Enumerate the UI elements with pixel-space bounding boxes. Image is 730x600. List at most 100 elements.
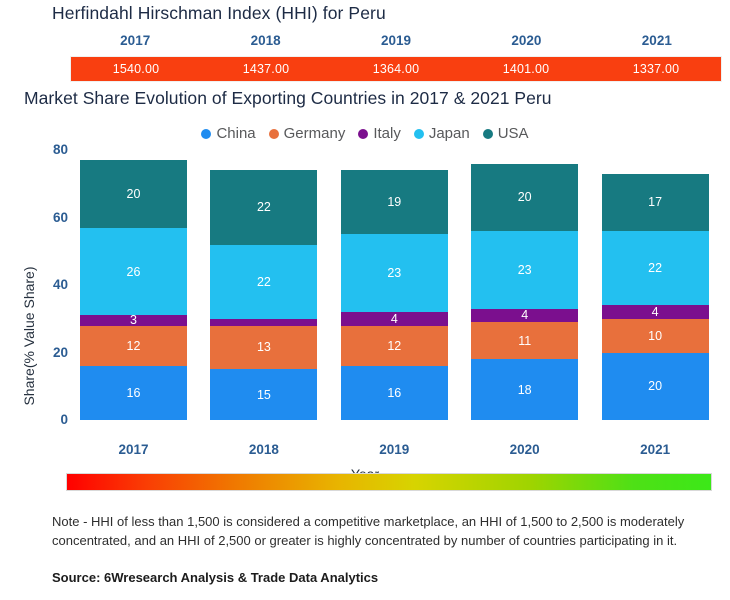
- bar-column-2021[interactable]: 20 10 4 22 17: [601, 173, 709, 420]
- bar-segment-label: 11: [518, 333, 532, 348]
- bar-segment-label: 20: [517, 190, 532, 205]
- bar-segment-germany[interactable]: 10: [601, 318, 709, 353]
- bar-segment-usa[interactable]: 22: [210, 170, 318, 245]
- x-axis-tick-label: 2017: [118, 442, 149, 457]
- bar-segment-label: 4: [521, 308, 529, 323]
- bar-segment-label: 12: [126, 338, 141, 353]
- legend-item-japan[interactable]: Japan: [413, 125, 470, 142]
- bar-segment-label: 20: [126, 186, 141, 201]
- bar-segment-label: 12: [387, 338, 402, 353]
- legend-marker-icon: [482, 128, 493, 139]
- x-axis-tick-label: 2021: [640, 442, 671, 457]
- bar-segment-usa[interactable]: 20: [80, 160, 187, 228]
- bar-segment-label: 13: [256, 340, 271, 355]
- bar-segment-label: 15: [256, 387, 271, 402]
- y-axis-tick-label: 60: [52, 209, 68, 225]
- bar-segment-japan[interactable]: 23: [340, 234, 448, 312]
- bar-segment-china[interactable]: 16: [80, 366, 187, 420]
- bar-segment-china[interactable]: 18: [471, 359, 579, 420]
- bar-segment-japan[interactable]: 22: [210, 244, 318, 319]
- legend-label: China: [216, 125, 256, 142]
- bar-segment-italy[interactable]: 3: [80, 315, 187, 326]
- hhi-value: 1401.00: [502, 62, 550, 76]
- bar-segment-germany[interactable]: 12: [340, 325, 448, 366]
- hhi-value-bar: 1540.00 1437.00 1364.00 1401.00 1337.00: [70, 56, 722, 82]
- hhi-title: Herfindahl Hirschman Index (HHI) for Per…: [52, 3, 386, 23]
- legend-marker-icon: [268, 128, 279, 139]
- x-axis-tick-label: 2019: [379, 442, 410, 457]
- x-axis-tick-label: 2018: [248, 442, 279, 457]
- bar-segment-china[interactable]: 16: [340, 366, 448, 420]
- y-axis-tick-label: 80: [52, 142, 68, 157]
- bar-segment-label: 20: [648, 379, 663, 394]
- legend-marker-icon: [201, 128, 212, 139]
- bar-segment-germany[interactable]: 12: [80, 325, 187, 366]
- bar-segment-china[interactable]: 20: [601, 352, 709, 420]
- bar-column-2018[interactable]: 15 13 22 22: [210, 170, 318, 420]
- bar-segment-label: 10: [648, 328, 663, 343]
- hhi-year-label: 2019: [380, 33, 412, 48]
- hhi-value: 1540.00: [112, 62, 160, 76]
- x-axis-tick-label: 2020: [509, 442, 540, 457]
- footer-note: Note - HHI of less than 1,500 is conside…: [52, 514, 685, 548]
- concentration-gradient-bar: [66, 473, 712, 491]
- chart-title: Market Share Evolution of Exporting Coun…: [24, 88, 552, 108]
- legend-label: Japan: [428, 125, 470, 142]
- legend-item-italy[interactable]: Italy: [358, 126, 401, 141]
- bar-column-2020[interactable]: 18 11 4 23 20: [471, 163, 579, 420]
- bar-column-2017[interactable]: 16 12 3 26 20: [80, 160, 187, 420]
- legend-item-germany[interactable]: Germany: [268, 125, 346, 142]
- y-axis-tick-label: 0: [60, 412, 68, 427]
- bar-segment-usa[interactable]: 20: [471, 163, 579, 231]
- bar-segment-germany[interactable]: 13: [210, 325, 318, 370]
- legend-item-china[interactable]: China: [201, 125, 256, 142]
- bar-segment-label: 3: [130, 315, 137, 326]
- chart-legend: China Germany Italy Japan USA: [0, 126, 730, 141]
- bar-segment-china[interactable]: 15: [210, 369, 318, 420]
- bar-segment-usa[interactable]: 19: [340, 170, 448, 235]
- bar-segment-label: 22: [648, 261, 663, 276]
- bar-segment-usa[interactable]: 17: [601, 173, 709, 231]
- legend-item-usa[interactable]: USA: [482, 125, 529, 142]
- hhi-year-label: 2017: [120, 33, 151, 48]
- bar-segment-label: 23: [387, 266, 402, 281]
- legend-label: Italy: [373, 125, 401, 142]
- bar-segment-japan[interactable]: 23: [471, 231, 579, 309]
- hhi-value: 1437.00: [242, 62, 290, 76]
- bar-segment-germany[interactable]: 11: [471, 322, 579, 360]
- bar-segment-label: 22: [256, 274, 271, 289]
- bar-segment-japan[interactable]: 26: [80, 227, 187, 316]
- chart-plot-wrapper: Share(% Value Share) 0 20 40 60 80 16 12 3 26 20…: [0, 142, 730, 482]
- bar-segment-label: 19: [387, 195, 402, 210]
- bar-segment-italy[interactable]: 4: [340, 312, 448, 326]
- hhi-year-label: 2018: [250, 33, 281, 48]
- bar-column-2019[interactable]: 16 12 4 23 19: [340, 170, 448, 420]
- bar-segment-italy[interactable]: 4: [471, 308, 579, 323]
- legend-label: Germany: [283, 125, 346, 142]
- y-axis-tick-label: 40: [52, 277, 68, 292]
- plot-area: 16 12 3 26 20 2017 15 13 22 22 2018 16 12 4 23 19 2019 18…: [70, 150, 722, 457]
- bar-segment-label: 22: [256, 200, 271, 215]
- hhi-year-label: 2021: [641, 33, 672, 48]
- legend-marker-icon: [413, 128, 424, 139]
- bar-segment-label: 18: [517, 382, 532, 397]
- bar-segment-label: 4: [651, 305, 659, 319]
- hhi-value: 1364.00: [372, 62, 420, 76]
- hhi-year-label: 2020: [511, 33, 542, 48]
- y-axis-tick-label: 20: [52, 344, 68, 360]
- footer-source: Source: 6Wresearch Analysis & Trade Data…: [52, 570, 379, 585]
- hhi-value: 1337.00: [632, 62, 680, 76]
- bar-segment-label: 17: [648, 195, 663, 210]
- bar-segment-label: 23: [517, 262, 532, 277]
- bar-segment-label: 26: [126, 264, 141, 279]
- y-axis-ticks: 0 20 40 60 80: [28, 142, 68, 450]
- bar-segment-label: 16: [126, 386, 141, 400]
- bar-segment-italy[interactable]: 4: [601, 305, 709, 319]
- bar-segment-label: 16: [387, 386, 402, 400]
- bar-segment-label: 4: [390, 312, 398, 326]
- legend-label: USA: [497, 125, 529, 142]
- hhi-year-header-row: 2017 2018 2019 2020 2021: [70, 30, 722, 52]
- bar-segment-italy[interactable]: [210, 318, 318, 326]
- legend-marker-icon: [358, 128, 369, 139]
- bar-segment-japan[interactable]: 22: [601, 231, 709, 306]
